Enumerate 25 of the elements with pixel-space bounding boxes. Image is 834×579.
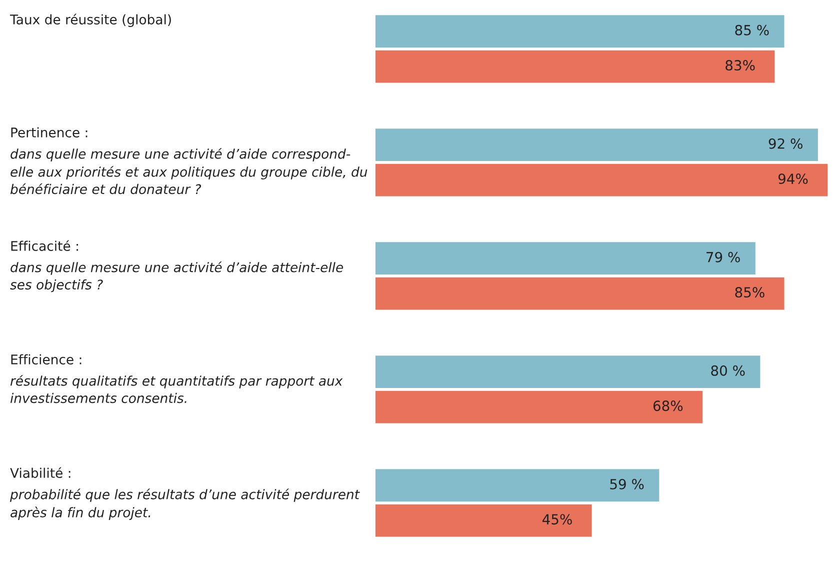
y-tick-label: Taux de réussite (global) <box>10 14 171 28</box>
data-label: 94% <box>778 174 808 184</box>
bar <box>375 164 828 196</box>
data-label: 45% <box>542 514 572 525</box>
y-tick-label: Efficacité : dans quelle mesure une activité d’aide atteint-elle ses objectifs ? <box>10 240 344 292</box>
data-label: 92 % <box>768 138 802 149</box>
bar <box>375 15 784 48</box>
bar <box>375 277 784 310</box>
bar <box>375 469 660 502</box>
bar <box>375 242 756 275</box>
bar <box>375 128 818 162</box>
data-label: 80 % <box>711 365 745 376</box>
bar <box>375 504 592 537</box>
data-label: 85 % <box>735 24 769 36</box>
bar <box>375 50 775 83</box>
data-label: 68% <box>653 400 683 412</box>
bar <box>375 390 702 424</box>
y-tick-label: Viabilité : probabilité que les résultats d’une activité perdurent après la fin du projet. <box>10 467 360 520</box>
y-tick-label: Efficience : résultats qualitatifs et quantitatifs par rapport aux investissements consentis. <box>10 354 343 404</box>
data-label: 85% <box>735 287 764 298</box>
data-label: 59 % <box>610 478 644 490</box>
y-tick-label: Pertinence : dans quelle mesure une activité d’aide correspond- elle aux priorités et aux politiques du groupe cible, du bénéficiaire et du donateur ? <box>10 127 368 194</box>
bar <box>375 356 760 388</box>
data-label: 83% <box>726 60 755 71</box>
data-label: 79 % <box>706 252 740 262</box>
